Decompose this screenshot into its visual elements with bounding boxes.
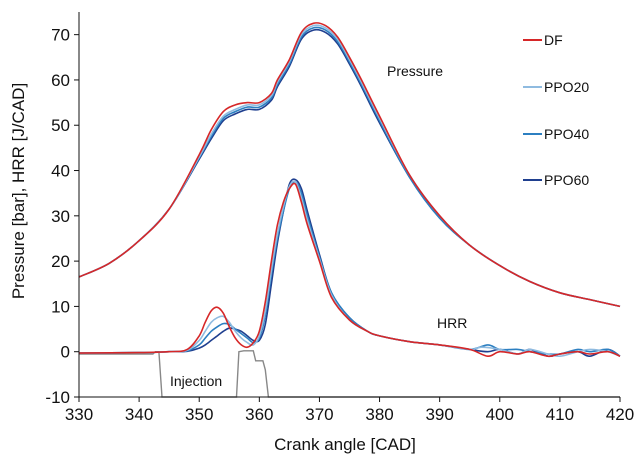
y-tick-label: 40: [51, 162, 70, 181]
y-tick-label: 30: [51, 207, 70, 226]
y-tick-label: 70: [51, 26, 70, 45]
y-tick-label: 0: [61, 343, 70, 362]
x-tick-label: 380: [365, 405, 393, 424]
axis-layer: [78, 12, 620, 398]
x-tick-label: 350: [185, 405, 213, 424]
x-tick-label: 340: [125, 405, 153, 424]
injection-signal-line: [79, 350, 620, 398]
x-tick-label: 410: [546, 405, 574, 424]
y-axis-title: Pressure [bar], HRR [J/CAD]: [9, 83, 28, 299]
x-tick-label: 390: [425, 405, 453, 424]
pressure-line-df: [78, 22, 621, 308]
hrr-line-ppo20: [78, 180, 621, 358]
legend-label-ppo20: PPO20: [544, 79, 589, 95]
legend-label-df: DF: [544, 32, 563, 48]
x-tick-label: 330: [65, 405, 93, 424]
hrr-line-ppo60: [78, 178, 621, 358]
y-tick-label: 50: [51, 116, 70, 135]
annotation-injection: Injection: [170, 373, 222, 389]
pressure-line-ppo40: [78, 26, 621, 308]
legend: DF PPO20 PPO40 PPO60: [523, 32, 589, 188]
series-layer: [78, 22, 621, 398]
x-tick-label: 360: [245, 405, 273, 424]
pressure-line-ppo60: [78, 28, 621, 308]
x-tick-label: 420: [606, 405, 634, 424]
plot-area: 330 340 350 360 370 380 390 400 410 420 -10 0 10 20 30…: [45, 12, 634, 424]
x-axis-title: Crank angle [CAD]: [274, 435, 416, 454]
hrr-line-df: [78, 182, 621, 358]
legend-label-ppo60: PPO60: [544, 172, 589, 188]
annotation-pressure: Pressure: [387, 63, 443, 79]
y-tick-label: 10: [51, 297, 70, 316]
y-tick-label: 60: [51, 71, 70, 90]
tick-layer: 330 340 350 360 370 380 390 400 410 420 -10 0 10 20 30…: [45, 26, 634, 424]
annotation-hrr: HRR: [437, 315, 467, 331]
x-tick-label: 370: [305, 405, 333, 424]
pressure-line-ppo20: [78, 24, 621, 308]
y-tick-label: 20: [51, 252, 70, 271]
legend-label-ppo40: PPO40: [544, 126, 589, 142]
y-tick-label: -10: [45, 388, 70, 407]
hrr-line-ppo40: [78, 180, 621, 357]
x-tick-label: 400: [486, 405, 514, 424]
